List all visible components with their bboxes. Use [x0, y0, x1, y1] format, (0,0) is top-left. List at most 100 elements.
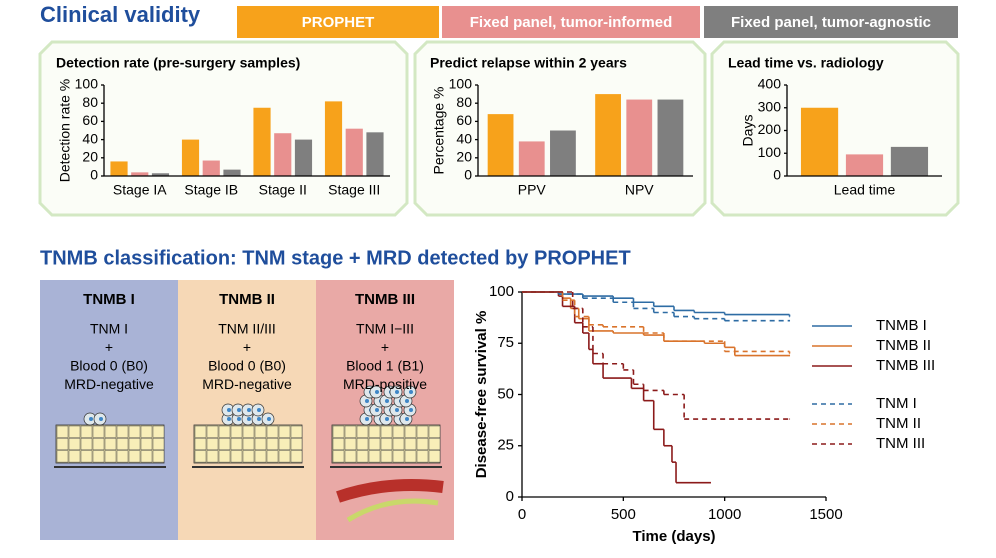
y-tick-label: 40 — [456, 130, 472, 146]
nucleus — [89, 417, 93, 421]
nucleus — [227, 408, 231, 412]
nucleus — [247, 417, 251, 421]
cell — [104, 450, 117, 463]
cell — [242, 425, 255, 438]
y-tick-label: 200 — [758, 121, 782, 137]
cell — [194, 450, 207, 463]
nucleus — [247, 408, 251, 412]
nerve — [346, 498, 439, 523]
page-title: Clinical validity — [40, 2, 201, 27]
cell — [116, 425, 129, 438]
cell — [92, 425, 105, 438]
cell — [242, 438, 255, 451]
legend-label: Fixed panel, tumor-informed — [470, 14, 673, 31]
cell — [218, 438, 231, 451]
cell — [194, 425, 207, 438]
x-tick-label: 1000 — [708, 506, 741, 523]
x-axis-label: Time (days) — [632, 528, 715, 545]
nucleus — [375, 390, 379, 394]
y-tick-label: 20 — [82, 149, 98, 165]
cell — [266, 438, 279, 451]
nucleus — [405, 399, 409, 403]
nucleus — [405, 417, 409, 421]
nucleus — [375, 408, 379, 412]
legend-label: PROPHET — [302, 14, 375, 31]
section-title: TNMB classification: TNM stage + MRD det… — [40, 247, 631, 269]
cell — [68, 450, 81, 463]
cell — [80, 450, 93, 463]
cell — [254, 450, 267, 463]
cell — [230, 450, 243, 463]
nucleus — [385, 399, 389, 403]
cell — [266, 425, 279, 438]
panel-title: Detection rate (pre-surgery samples) — [56, 55, 300, 71]
tnmb-line: TNM I−III — [356, 321, 414, 337]
y-tick-label: 300 — [758, 98, 782, 114]
cell — [404, 425, 417, 438]
legend-box — [704, 6, 958, 38]
x-tick-label: 1500 — [809, 506, 842, 523]
y-tick-label: 50 — [497, 385, 514, 402]
tnmb-line: MRD-negative — [64, 376, 154, 392]
bar — [181, 139, 200, 176]
tnmb-line: MRD-negative — [202, 376, 292, 392]
y-tick-label: 0 — [464, 167, 472, 183]
cell — [254, 425, 267, 438]
cell — [290, 425, 303, 438]
y-axis-label: Disease-free survival % — [473, 311, 490, 479]
bar — [253, 107, 271, 176]
bar — [800, 107, 839, 176]
cell — [356, 425, 369, 438]
y-axis-label: Percentage % — [431, 87, 447, 175]
cell — [278, 425, 291, 438]
cell — [290, 438, 303, 451]
cell — [380, 450, 393, 463]
cell — [332, 425, 345, 438]
bar — [324, 101, 343, 176]
y-tick-label: 100 — [758, 144, 782, 160]
nucleus — [257, 417, 261, 421]
y-tick-label: 0 — [773, 167, 781, 183]
nucleus — [365, 399, 369, 403]
bar — [202, 160, 220, 176]
x-tick-label: 0 — [518, 506, 526, 523]
cell — [56, 425, 69, 438]
cell — [392, 438, 405, 451]
cell — [242, 450, 255, 463]
nucleus — [409, 408, 413, 412]
cell — [92, 438, 105, 451]
legend-label: TNM II — [876, 415, 921, 432]
cell — [266, 450, 279, 463]
tnmb-title: TNMB I — [83, 291, 135, 308]
cell — [332, 450, 345, 463]
cell — [152, 450, 165, 463]
bar — [890, 146, 929, 176]
bar — [487, 114, 514, 176]
cell — [152, 425, 165, 438]
cell — [392, 425, 405, 438]
tnmb-texts: TNMB I TNM I + Blood 0 (B0) MRD-negative TNMB… — [64, 291, 427, 392]
cell — [428, 425, 441, 438]
nucleus — [365, 417, 369, 421]
bar — [131, 172, 149, 176]
cell — [206, 438, 219, 451]
cell — [428, 438, 441, 451]
cell — [206, 450, 219, 463]
tissue-illustrations — [54, 385, 444, 523]
tnmb-line: Blood 0 (B0) — [208, 358, 286, 374]
cell — [344, 425, 357, 438]
cell — [140, 450, 153, 463]
cell — [416, 450, 429, 463]
legend-label: TNMB II — [876, 337, 931, 354]
legend-label: TNM III — [876, 435, 925, 452]
cell — [92, 450, 105, 463]
panel — [38, 40, 409, 217]
panel-title: Lead time vs. radiology — [728, 55, 884, 71]
x-tick-label: Stage III — [328, 182, 380, 198]
cell — [368, 450, 381, 463]
tnmb-title: TNMB III — [355, 291, 415, 308]
y-tick-label: 0 — [90, 167, 98, 183]
y-tick-label: 400 — [758, 76, 782, 92]
y-tick-label: 100 — [449, 76, 473, 92]
